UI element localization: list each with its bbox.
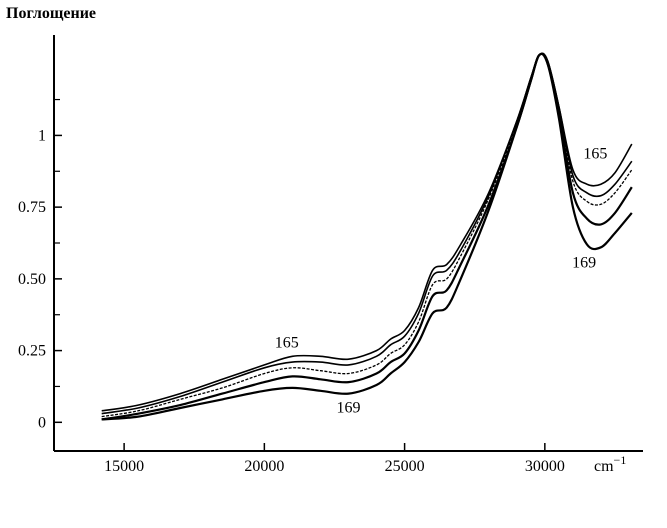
x-axis-unit-exponent: −1: [614, 453, 627, 467]
series-group: [101, 52, 633, 421]
absorption-curve-4: [101, 52, 633, 421]
x-axis-unit-base: cm: [594, 458, 614, 475]
absorption-curve-1: [101, 52, 633, 412]
absorption-curve-5: [101, 52, 633, 421]
x-tick-label: 20000: [244, 458, 284, 475]
y-tick-label: 0: [38, 414, 46, 431]
y-tick-label: 0.25: [18, 343, 46, 360]
y-tick-label: 1: [38, 127, 46, 144]
y-tick-label: 0.75: [18, 199, 46, 216]
curve-annotation: 169: [572, 254, 596, 271]
curve-annotation: 165: [583, 145, 607, 162]
y-axis-title: Поглощение: [6, 5, 96, 22]
absorption-curve-3: [101, 52, 633, 418]
y-tick-label: 0.50: [18, 271, 46, 288]
annotations: 165 169 165 169: [275, 145, 608, 416]
x-tick-label: 30000: [525, 458, 565, 475]
curve-annotation: 165: [275, 335, 299, 352]
x-tick-label: 25000: [385, 458, 425, 475]
absorption-curve-2: [101, 52, 633, 415]
y-ticks: 0 0.25 0.50 0.75 1: [18, 98, 62, 431]
x-tick-label: 15000: [104, 458, 144, 475]
x-ticks: 15000 20000 25000 30000: [104, 443, 565, 475]
x-axis-unit-label: cm−1: [594, 453, 626, 475]
curve-annotation: 169: [337, 399, 361, 416]
